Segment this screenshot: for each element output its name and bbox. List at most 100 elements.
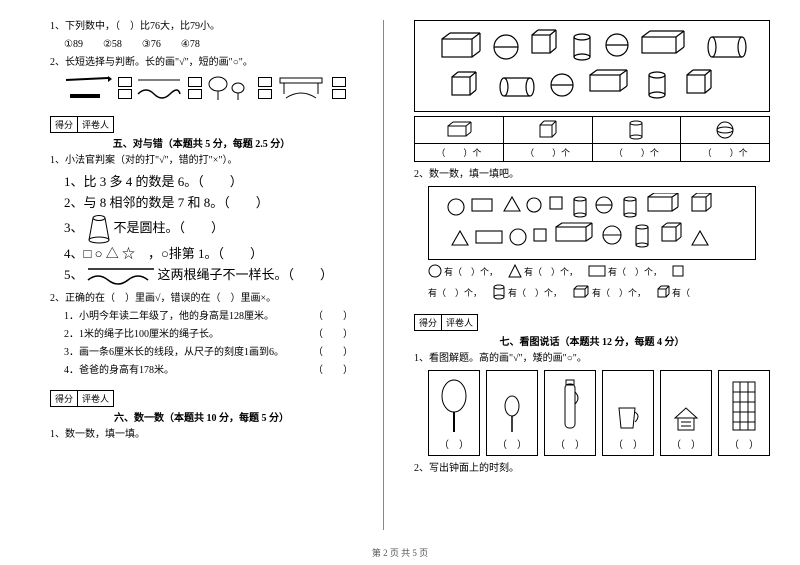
thermos-icon <box>559 378 581 434</box>
have-cuboid: 有（ ）个， <box>592 286 646 299</box>
wavy-lines-icon <box>136 74 182 102</box>
cup-box: （ ） <box>602 370 654 456</box>
score-box-7: 得分 评卷人 <box>414 314 478 331</box>
shape-table-labels: （ ）个 （ ）个 （ ）个 （ ）个 <box>414 144 770 162</box>
square-icon <box>672 265 684 277</box>
tree-small-paren: （ ） <box>497 436 527 451</box>
tree-big-paren: （ ） <box>439 436 469 451</box>
rect-icon <box>588 265 606 277</box>
two-ropes-icon <box>86 264 156 286</box>
sec5-s4: 4、□ ○ △ ☆ ，○排第 1。（ ） <box>50 244 353 265</box>
p2a-row: 1．小明今年读二年级了，他的身高是128厘米。 （ ） <box>50 310 353 324</box>
sec5-s2: 2、与 8 相邻的数是 7 和 8。（ ） <box>50 193 353 214</box>
have-cyl: 有（ ）个， <box>508 286 562 299</box>
sec5-s3: 3、 不是圆柱。（ ） <box>50 214 353 244</box>
s3-suffix: 不是圆柱。（ ） <box>114 218 225 239</box>
sphere-cell <box>681 117 769 143</box>
sec7-q2: 2、写出钟面上的时刻。 <box>414 462 770 476</box>
score-label: 得分 <box>51 117 78 132</box>
grader-label-7: 评卷人 <box>442 315 477 330</box>
checkbox-pair-1 <box>118 77 132 99</box>
pencil-icon <box>64 74 112 102</box>
triangle-icon <box>508 264 522 278</box>
p2d: 4．爸爸的身高有178米。 <box>64 364 174 378</box>
p2c: 3．画一条6厘米长的线段，从尺子的刻度1画到6。 <box>64 346 284 360</box>
column-divider <box>383 20 384 530</box>
p2b-row: 2．1米的绳子比100厘米的绳子长。 （ ） <box>50 328 353 342</box>
sec5-s1: 1、比 3 多 4 的数是 6。（ ） <box>50 172 353 193</box>
tree-big-box: （ ） <box>428 370 480 456</box>
have-triangle: 有（ ）个， <box>524 265 578 278</box>
cube-icon <box>656 285 670 299</box>
right-column: （ ）个 （ ）个 （ ）个 （ ）个 2、数一数，填一填吧。 <box>414 20 770 520</box>
q1-options: ①89 ②58 ③76 ④78 <box>50 38 353 52</box>
section-5-title: 五、对与错（本题共 5 分，每题 2.5 分） <box>50 135 353 150</box>
count-q: 2、数一数，填一填吧。 <box>414 168 770 182</box>
section-6-title: 六、数一数（本题共 10 分，每题 5 分） <box>50 409 353 424</box>
cuboid-cell <box>415 117 504 143</box>
thermos-paren: （ ） <box>555 436 585 451</box>
cube-count: （ ）个 <box>504 144 593 161</box>
tree-shapes-icon <box>206 74 252 102</box>
section-7-title: 七、看图说话（本题共 12 分，每题 4 分） <box>414 333 770 348</box>
s5-prefix: 5、 <box>64 265 84 286</box>
building-icon <box>729 378 759 434</box>
score-box-6: 得分 评卷人 <box>50 390 114 407</box>
thermos-box: （ ） <box>544 370 596 456</box>
mixed-solids-icon <box>421 27 763 107</box>
sec5-p2: 2、正确的在（ ）里画√，错误的在（ ）里画×。 <box>50 292 353 306</box>
left-column: 1、下列数中，（ ）比76大，比79小。 ①89 ②58 ③76 ④78 2、长… <box>50 20 353 520</box>
checkbox-pair-4 <box>332 77 346 99</box>
house-paren: （ ） <box>671 436 701 451</box>
p2c-row: 3．画一条6厘米长的线段，从尺子的刻度1画到6。 （ ） <box>50 346 353 360</box>
p2d-row: 4．爸爸的身高有178米。 （ ） <box>50 364 353 378</box>
grader-label: 评卷人 <box>78 117 113 132</box>
score-label-7: 得分 <box>415 315 442 330</box>
building-box: （ ） <box>718 370 770 456</box>
cube-cell <box>504 117 593 143</box>
cuboid-count: （ ）个 <box>415 144 504 161</box>
q1-text: 1、下列数中，（ ）比76大，比79小。 <box>50 20 353 34</box>
building-paren: （ ） <box>729 436 759 451</box>
mixed-solids-2-icon <box>435 193 749 253</box>
have-row-1: 有（ ）个， 有（ ）个， 有（ ）个， <box>428 264 770 278</box>
sec7-q1: 1、看图解题。高的画"√"，矮的画"○"。 <box>414 352 770 366</box>
cup-paren: （ ） <box>613 436 643 451</box>
checkbox-pair-3 <box>258 77 272 99</box>
p2d-blank: （ ） <box>313 364 353 378</box>
sec6-q: 1、数一数，填一填。 <box>50 428 353 442</box>
p2c-blank: （ ） <box>313 346 353 360</box>
solids-box-1 <box>414 20 770 112</box>
have-circle: 有（ ）个， <box>444 265 498 278</box>
have-rect: 有（ ）个， <box>608 265 662 278</box>
frustum-icon <box>86 214 112 244</box>
circle-icon <box>428 264 442 278</box>
p2b: 2．1米的绳子比100厘米的绳子长。 <box>64 328 219 342</box>
p2a: 1．小明今年读二年级了，他的身高是128厘米。 <box>64 310 274 324</box>
solids-box-2 <box>428 186 756 260</box>
have-sq2: 有（ ）个， <box>428 286 482 299</box>
cup-icon <box>615 404 641 434</box>
page-footer: 第 2 页 共 5 页 <box>0 546 800 559</box>
p2b-blank: （ ） <box>313 328 353 342</box>
grader-label-6: 评卷人 <box>78 391 113 406</box>
s3-prefix: 3、 <box>64 218 84 239</box>
q2-text: 2、长短选择与判断。长的画"√"，短的画"○"。 <box>50 56 353 70</box>
cylinder-count: （ ）个 <box>593 144 682 161</box>
cylinder-icon <box>492 284 506 300</box>
sphere-count: （ ）个 <box>681 144 769 161</box>
have-cube: 有（ <box>672 286 690 299</box>
tree-small-icon <box>502 394 522 434</box>
cuboid-icon <box>572 285 590 299</box>
checkbox-pair-2 <box>188 77 202 99</box>
sec5-s5: 5、 这两根绳子不一样长。（ ） <box>50 264 353 286</box>
house-box: （ ） <box>660 370 712 456</box>
shape-table-header <box>414 116 770 144</box>
p2a-blank: （ ） <box>313 310 353 324</box>
tree-big-icon <box>439 378 469 434</box>
have-row-2: 有（ ）个， 有（ ）个， 有（ ）个， 有（ <box>428 284 770 300</box>
score-label-6: 得分 <box>51 391 78 406</box>
bench-icon <box>276 74 326 102</box>
house-icon <box>671 404 701 434</box>
length-compare-row <box>64 74 353 102</box>
